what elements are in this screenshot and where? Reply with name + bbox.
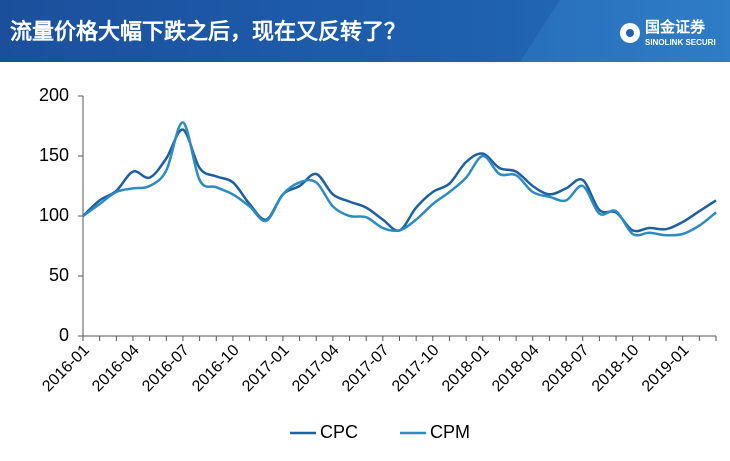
legend-label: CPM <box>430 422 470 442</box>
y-tick-label: 100 <box>39 205 69 225</box>
x-tick-label: 2018-07 <box>539 342 593 396</box>
logo-text: 国金证券 <box>645 18 706 36</box>
x-tick-label: 2016-01 <box>39 342 93 396</box>
x-tick-label: 2016-10 <box>189 342 243 396</box>
x-tick-label: 2018-04 <box>489 342 543 396</box>
chart-title: 流量价格大幅下跌之后，现在又反转了？ <box>10 19 406 44</box>
y-tick-label: 150 <box>39 145 69 165</box>
x-tick-label: 2016-04 <box>89 342 143 396</box>
y-tick-label: 0 <box>59 325 69 345</box>
x-tick-label: 2018-01 <box>439 342 493 396</box>
y-tick-label: 50 <box>49 265 69 285</box>
header-banner <box>0 0 730 62</box>
x-tick-label: 2019-01 <box>639 342 693 396</box>
x-tick-label: 2016-07 <box>139 342 193 396</box>
legend-label: CPC <box>320 422 358 442</box>
series-line <box>82 121 717 237</box>
y-tick-label: 200 <box>39 85 69 105</box>
x-tick-label: 2017-04 <box>289 342 343 396</box>
x-tick-label: 2018-10 <box>589 342 643 396</box>
x-tick-label: 2017-10 <box>389 342 443 396</box>
logo-subtext: SINOLINK SECURI <box>645 38 716 47</box>
x-tick-label: 2017-01 <box>239 342 293 396</box>
logo-icon-core <box>626 29 634 37</box>
x-tick-label: 2017-07 <box>339 342 393 396</box>
